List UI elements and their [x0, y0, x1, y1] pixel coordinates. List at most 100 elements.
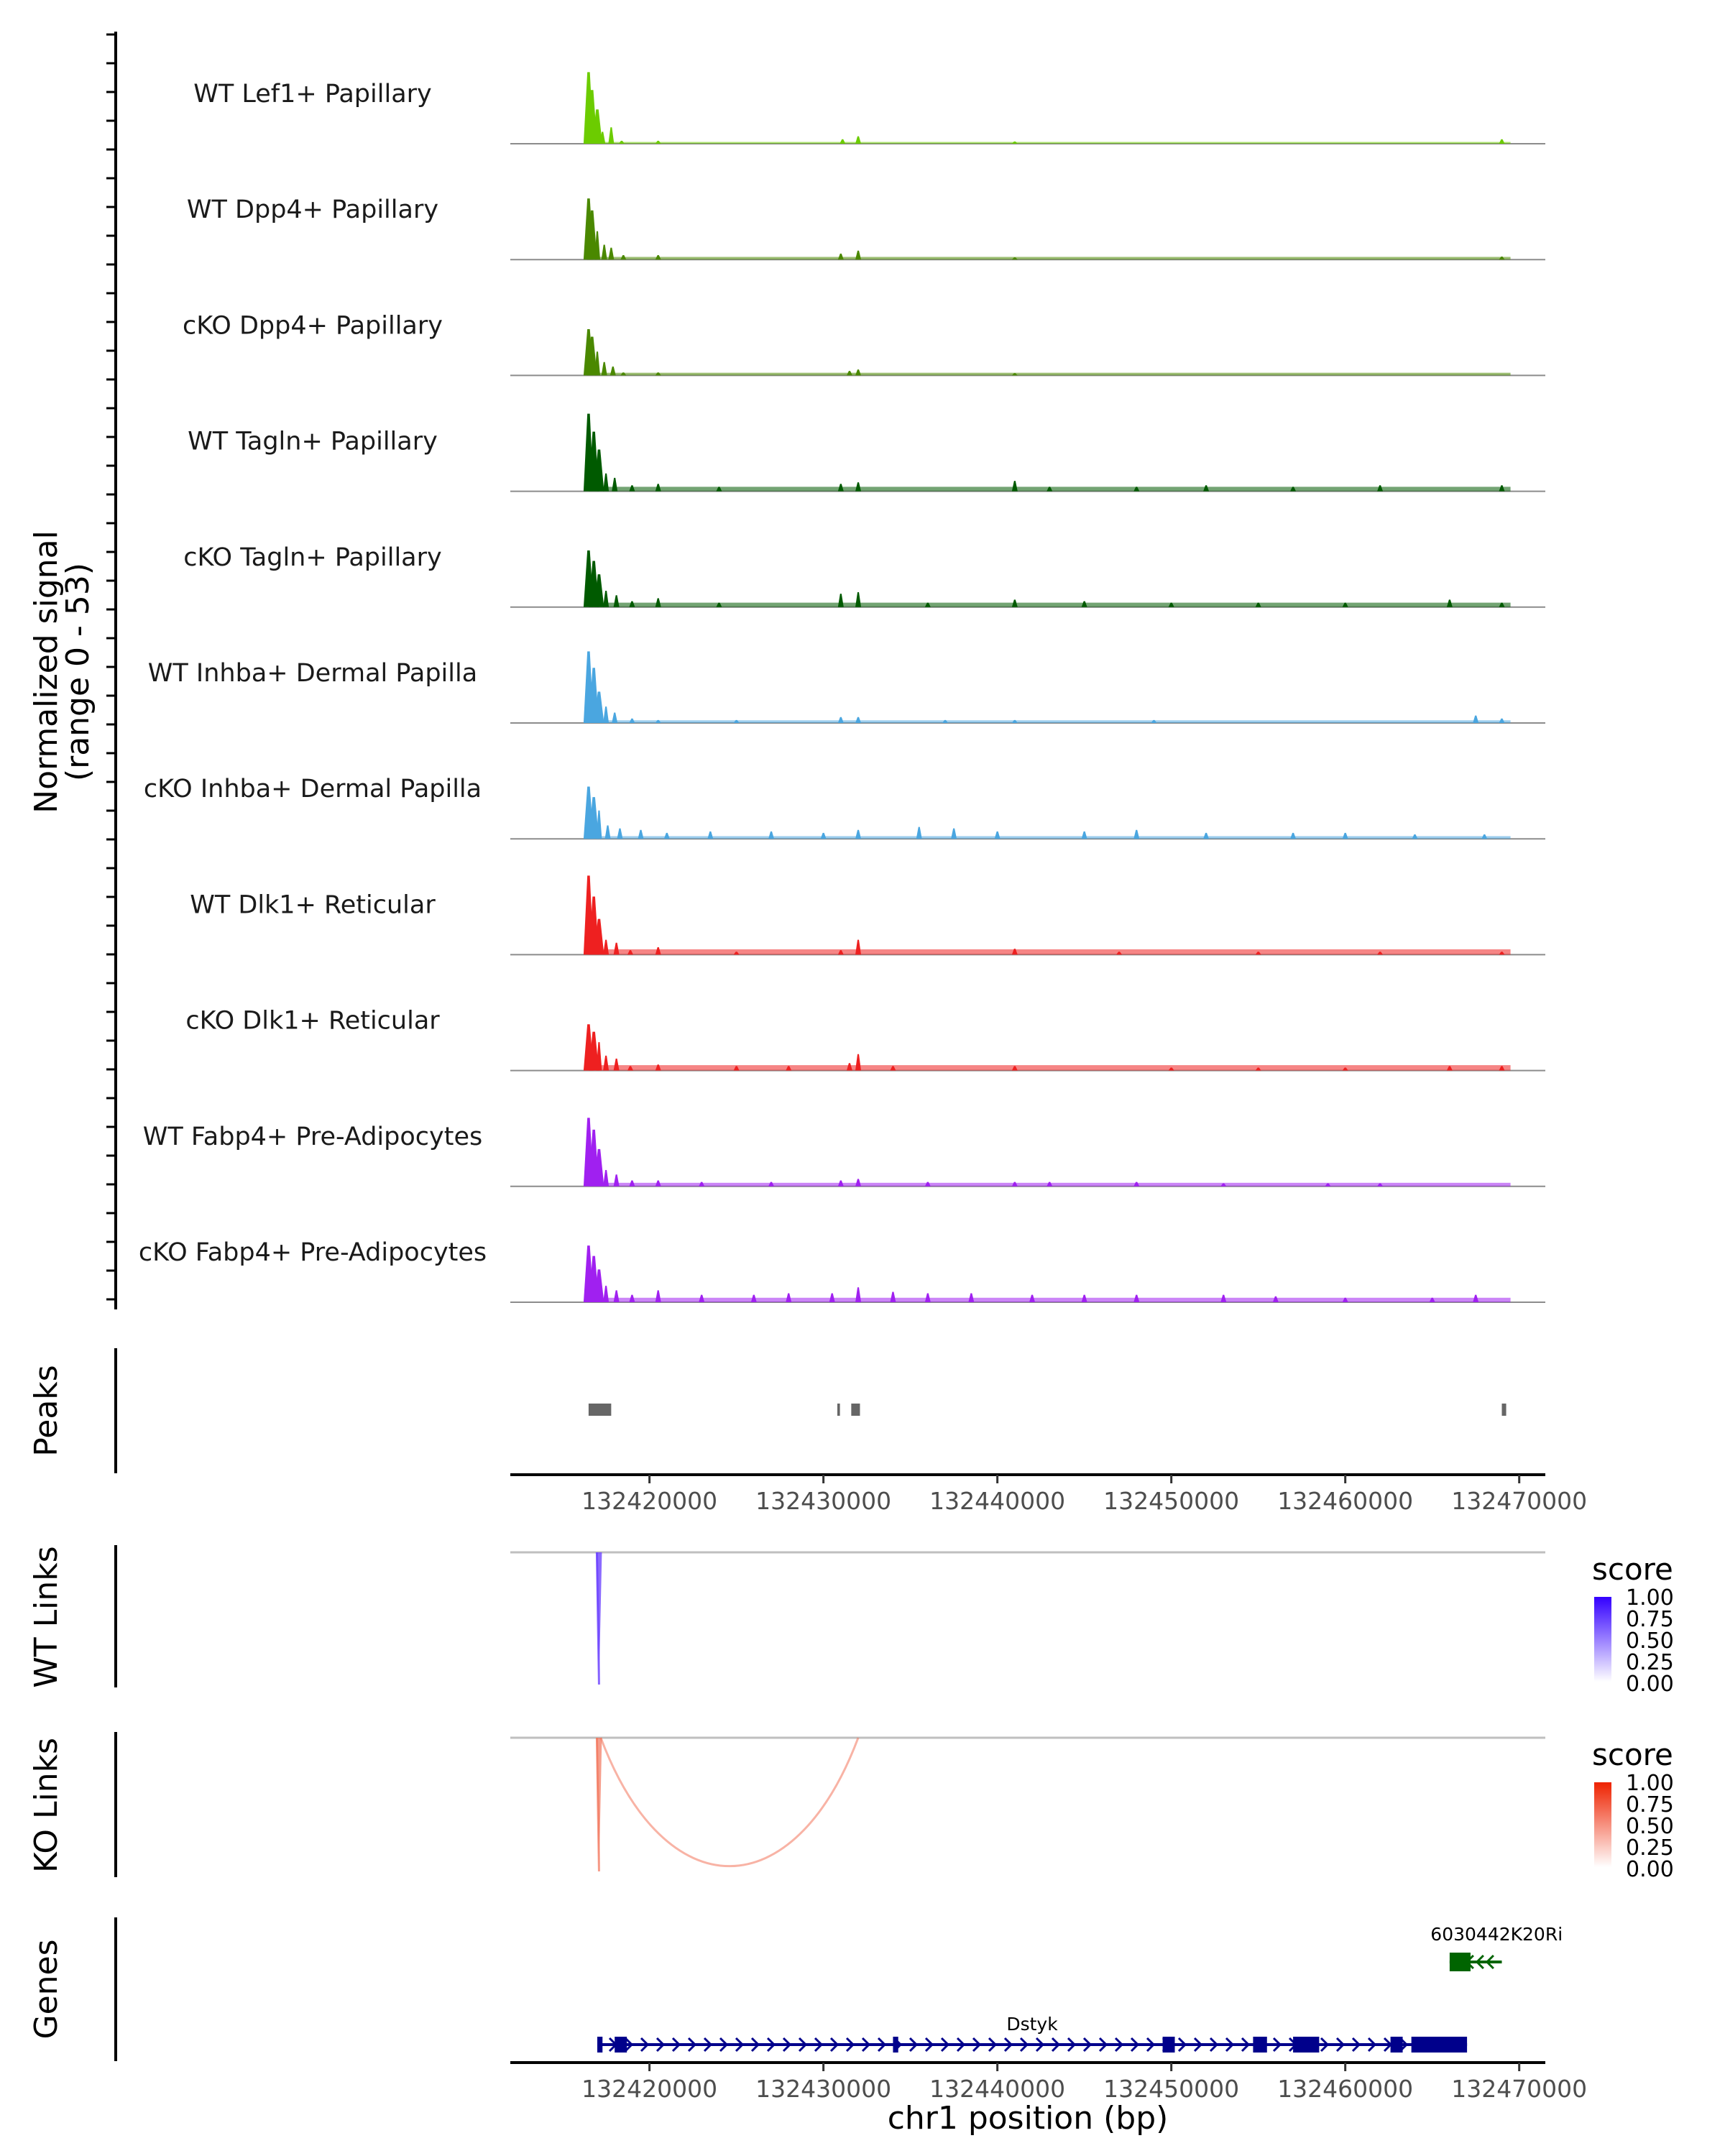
- gene-strand-chevron: [1114, 2037, 1124, 2053]
- coverage-peak: [840, 139, 846, 144]
- peaks-panel: Peaks: [28, 1348, 1506, 1473]
- coverage-peak: [1029, 1294, 1036, 1302]
- coverage-peak: [1499, 602, 1505, 607]
- gene-strand-chevron: [956, 2037, 966, 2053]
- coverage-peak: [1473, 715, 1479, 723]
- ko-legend-label-075: 0.75: [1626, 1792, 1674, 1818]
- coverage-track-label: cKO Dlk1+ Reticular: [185, 1007, 440, 1036]
- coverage-peak: [589, 797, 599, 839]
- coverage-track: cKO Tagln+ Papillary: [183, 543, 1545, 608]
- coverage-peak: [1377, 485, 1384, 492]
- coverage-peak: [1011, 373, 1018, 376]
- coverage-peak: [1342, 602, 1348, 607]
- coverage-peak: [1168, 1067, 1174, 1071]
- coverage-peak: [1499, 1066, 1505, 1071]
- gene-exon: [1253, 2037, 1267, 2053]
- coverage-track: WT Fabp4+ Pre-Adipocytes: [143, 1118, 1545, 1187]
- ko-link-arcs: [595, 1737, 860, 1872]
- gene-models: Dstyk 6030442K20Ri: [597, 1924, 1563, 2053]
- gene-strand-chevron: [735, 2037, 745, 2053]
- coverage-peak: [1377, 1183, 1384, 1187]
- coverage-track-label: WT Inhba+ Dermal Papilla: [148, 659, 477, 688]
- coverage-peak: [629, 1294, 635, 1302]
- coverage-peak: [855, 482, 862, 492]
- coverage-peak: [613, 595, 620, 607]
- gene-name-label: Dstyk: [1006, 2014, 1058, 2035]
- coverage-track: WT Lef1+ Papillary: [193, 72, 1545, 144]
- coverage-background-signal: [597, 720, 1511, 723]
- coverage-peak: [1116, 952, 1123, 955]
- coverage-background-signal: [597, 949, 1511, 955]
- coverage-peak: [837, 950, 844, 955]
- coverage-peak: [837, 717, 844, 723]
- gene-strand-chevron: [1209, 2037, 1219, 2053]
- coverage-peak: [951, 828, 957, 839]
- coverage-peak: [699, 1294, 705, 1302]
- coverage-peak: [620, 254, 627, 260]
- coverage-peak: [655, 1290, 661, 1302]
- coverage-peak: [942, 719, 949, 723]
- genes-panel: Genes Dstyk 6030442K20Ri: [28, 1917, 1563, 2061]
- gene-strand-chevron: [1335, 2037, 1346, 2053]
- gene-strand-chevron: [656, 2037, 666, 2053]
- coverage-tracks: WT Lef1+ Papillary WT Dpp4+ Papillary cKO …: [139, 72, 1545, 1303]
- wt-legend-label-100: 1.00: [1626, 1585, 1674, 1611]
- coverage-peak: [617, 828, 623, 839]
- coverage-peak: [716, 602, 722, 607]
- coverage-peak: [594, 231, 601, 260]
- wt-link-arcs: [595, 1552, 602, 1685]
- link-arc-edge: [595, 1737, 600, 1872]
- coverage-peak: [1046, 487, 1053, 492]
- coverage-peak: [1342, 1067, 1348, 1071]
- coverage-peak: [1081, 831, 1087, 839]
- gene-strand-chevron: [750, 2037, 760, 2053]
- gene-strand-chevron: [908, 2037, 919, 2053]
- x-axis-middle-tick-label: 132450000: [1103, 1487, 1239, 1515]
- coverage-peak: [750, 1294, 757, 1302]
- coverage-peak: [629, 718, 635, 723]
- coverage-peak: [638, 829, 644, 839]
- coverage-track-label: cKO Dpp4+ Papillary: [183, 311, 443, 340]
- coverage-peak: [655, 719, 661, 723]
- coverage-peak: [655, 140, 661, 144]
- gene-strand-chevron: [671, 2037, 681, 2053]
- coverage-peak: [786, 1066, 792, 1071]
- x-axis-title: chr1 position (bp): [888, 2100, 1169, 2137]
- coverage-peak: [655, 484, 661, 492]
- coverage-track: cKO Dlk1+ Reticular: [185, 1007, 1545, 1072]
- peak-intervals: [588, 1404, 1506, 1416]
- coverage-background-signal: [597, 1182, 1511, 1187]
- gene-strand-chevron: [1225, 2037, 1235, 2053]
- coverage-peak: [1446, 1066, 1453, 1071]
- gene-strand-chevron: [861, 2037, 871, 2053]
- gene-strand-chevron: [1351, 2037, 1361, 2053]
- ko-links-legend: score 1.00 0.75 0.50 0.25 0.00: [1592, 1737, 1674, 1882]
- gene-strand-chevron: [814, 2037, 824, 2053]
- coverage-peak: [620, 372, 627, 376]
- coverage-peak: [924, 1293, 931, 1302]
- coverage-peak: [655, 254, 661, 260]
- coverage-peak: [612, 712, 618, 723]
- coverage-peak: [855, 829, 862, 839]
- gene-name-label: 6030442K20Ri: [1430, 1924, 1563, 1945]
- gene-strand-chevron: [845, 2037, 855, 2053]
- wt-legend-label-050: 0.50: [1626, 1628, 1674, 1654]
- x-axis-bottom-tick-label: 132470000: [1451, 2075, 1587, 2103]
- coverage-peak: [586, 210, 597, 260]
- coverage-peak: [707, 831, 714, 839]
- coverage-peak: [1412, 834, 1418, 839]
- x-axis-bottom-tick-label: 132450000: [1103, 2075, 1239, 2103]
- coverage-background-signal: [597, 372, 1511, 376]
- coverage-peak: [855, 592, 862, 607]
- coverage-track: cKO Inhba+ Dermal Papilla: [144, 775, 1545, 840]
- coverage-peak: [594, 449, 604, 492]
- gene-strand-chevron: [972, 2037, 982, 2053]
- gene-exon: [1411, 2037, 1468, 2053]
- coverage-peak: [613, 1058, 620, 1071]
- coverage-peak: [663, 832, 670, 839]
- coverage-track-label: WT Dpp4+ Papillary: [187, 195, 438, 224]
- coverage-peak: [1011, 949, 1018, 955]
- gene-strand-chevron: [1475, 1954, 1484, 1970]
- coverage-peak: [594, 918, 604, 955]
- gene-strand-chevron: [829, 2037, 840, 2053]
